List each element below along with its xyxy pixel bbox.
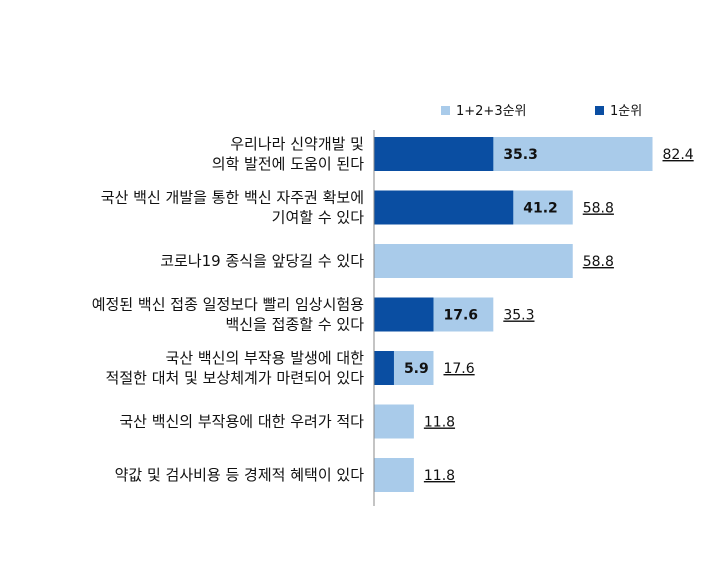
category-label: 국산 백신 개발을 통한 백신 자주권 확보에 xyxy=(101,189,364,207)
legend-swatch-total xyxy=(441,106,450,115)
value-label-total: 58.8 xyxy=(583,201,614,217)
value-label-first: 41.2 xyxy=(523,201,558,217)
category-label: 국산 백신의 부작용 발생에 대한 xyxy=(166,349,365,367)
value-label-total: 17.6 xyxy=(443,361,474,377)
value-label-first: 5.9 xyxy=(404,361,429,377)
value-label-total: 35.3 xyxy=(503,308,534,324)
value-label-total: 82.4 xyxy=(663,147,694,163)
bar-total xyxy=(374,404,414,439)
category-label: 의학 발전에 도움이 된다 xyxy=(212,155,365,173)
legend: 1+2+3순위 1순위 xyxy=(441,104,642,119)
category-label: 국산 백신의 부작용에 대한 우려가 적다 xyxy=(119,413,364,431)
category-label: 기여할 수 있다 xyxy=(272,209,365,227)
value-label-first: 17.6 xyxy=(443,308,478,324)
bar-total xyxy=(374,244,573,278)
bar-total xyxy=(374,458,414,492)
bar-first xyxy=(374,297,434,332)
legend-label-first: 1순위 xyxy=(610,104,642,119)
legend-label-total: 1+2+3순위 xyxy=(456,104,527,119)
value-label-total: 11.8 xyxy=(424,415,455,431)
bar-first xyxy=(374,137,494,171)
category-label: 예정된 백신 접종 일정보다 빨리 임상시험용 xyxy=(92,296,364,314)
category-label: 백신을 접종할 수 있다 xyxy=(225,316,364,334)
value-label-total: 11.8 xyxy=(424,468,455,484)
category-label: 코로나19 종식을 앞당길 수 있다 xyxy=(160,252,364,270)
value-label-first: 35.3 xyxy=(503,147,538,163)
category-label: 약값 및 검사비용 등 경제적 혜택이 있다 xyxy=(115,466,365,484)
category-label: 우리나라 신약개발 및 xyxy=(230,135,364,153)
value-label-total: 58.8 xyxy=(583,254,614,270)
bar-first xyxy=(374,190,514,225)
legend-swatch-first xyxy=(595,106,604,115)
bars: 82.4 35.3 58.8 41.2 58.8 35.3 17.6 17.6 5.9 11.8 1… xyxy=(374,137,694,492)
bar-first xyxy=(374,351,394,385)
category-label: 적절한 대처 및 보상체계가 마련되어 있다 xyxy=(106,369,365,387)
